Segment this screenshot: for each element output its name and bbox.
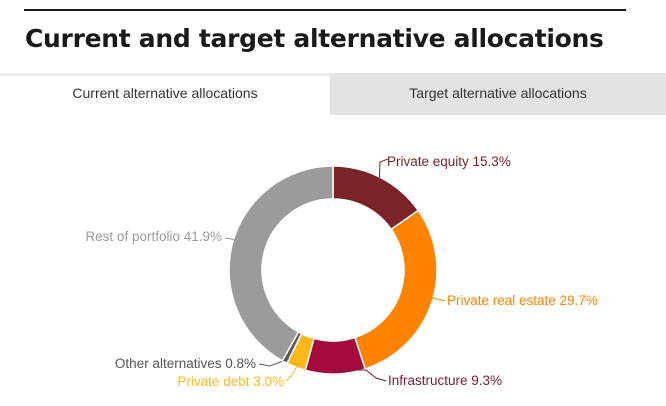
donut-slice-1[interactable] xyxy=(353,209,438,370)
tab-current-allocations[interactable]: Current alternative allocations xyxy=(0,73,330,115)
slice-label-2: Infrastructure 9.3% xyxy=(388,373,502,388)
leader-line-2 xyxy=(335,369,387,382)
slice-label-5: Rest of portfolio 41.9% xyxy=(85,229,222,244)
slice-label-0: Private equity 15.3% xyxy=(387,154,511,169)
leader-line-5 xyxy=(224,237,239,245)
leader-line-3 xyxy=(285,363,299,382)
slice-label-1: Private real estate 29.7% xyxy=(447,293,598,308)
slice-label-3: Private debt 3.0% xyxy=(177,374,284,389)
leader-line-1 xyxy=(427,297,446,303)
leader-line-4 xyxy=(258,358,290,367)
active-tab-indicator xyxy=(0,73,330,76)
tab-target-allocations[interactable]: Target alternative allocations xyxy=(330,73,666,115)
donut-slice-2[interactable] xyxy=(304,336,367,375)
donut-slice-5[interactable] xyxy=(228,165,334,362)
leader-line-0 xyxy=(378,158,389,182)
page-title: Current and target alternative allocatio… xyxy=(25,24,604,53)
header-rule xyxy=(24,9,626,11)
tab-bar: Current alternative allocations Target a… xyxy=(0,73,666,115)
slice-label-4: Other alternatives 0.8% xyxy=(115,356,256,371)
